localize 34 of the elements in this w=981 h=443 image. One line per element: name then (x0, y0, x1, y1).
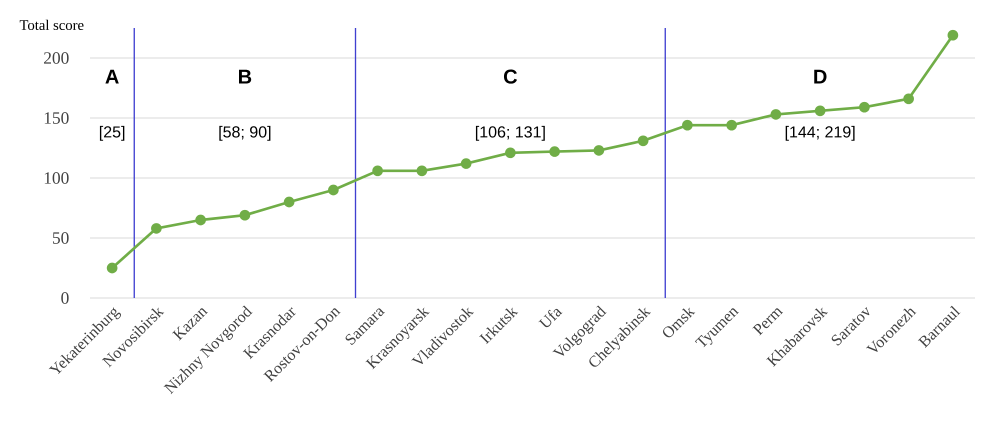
annotation: B (238, 70, 252, 84)
point (638, 135, 648, 146)
point (682, 120, 693, 131)
annotation: [144; 219] (786, 126, 855, 141)
point (903, 93, 914, 104)
point (151, 223, 162, 234)
y-tick-label: 100 (44, 172, 69, 184)
annotation: [25] (100, 126, 124, 141)
point (416, 165, 428, 176)
point (240, 210, 250, 221)
annotation: C (504, 70, 518, 84)
point (195, 214, 206, 226)
annotation: D (814, 70, 826, 84)
annotation: A (105, 70, 119, 84)
y-tick-label: 200 (44, 52, 69, 64)
point (594, 145, 604, 156)
point (284, 196, 294, 208)
point (814, 105, 826, 116)
point (726, 120, 737, 131)
y-axis-title: Total score (20, 20, 84, 30)
point (549, 146, 560, 157)
annotation: [58; 90] (219, 126, 270, 141)
point (948, 30, 958, 41)
point (328, 184, 339, 196)
point (770, 109, 782, 120)
annotation: [106; 131] (476, 126, 545, 141)
point (372, 165, 383, 176)
point (460, 158, 472, 169)
point (505, 147, 516, 158)
y-tick-label: 150 (44, 112, 69, 124)
point (106, 262, 118, 274)
y-tick-label: 0 (61, 292, 69, 304)
y-tick-label: 50 (52, 232, 69, 244)
point (859, 102, 870, 113)
